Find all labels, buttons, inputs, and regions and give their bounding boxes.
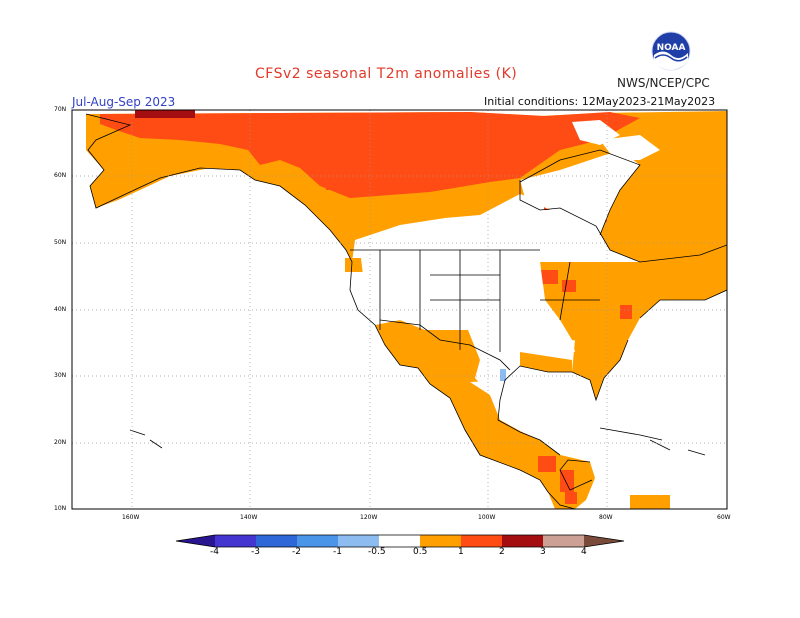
colorbar-segment-3-4 <box>543 535 584 547</box>
colorbar-segment-above-4 <box>584 535 624 547</box>
map-frame <box>71 109 728 510</box>
graticule <box>72 110 727 509</box>
anomaly-region-2-3 <box>135 110 195 118</box>
colorbar-segment-0p5-1 <box>420 535 461 547</box>
lon-label-160w: 160W <box>122 514 140 521</box>
anomaly-region-near-normal <box>360 120 660 420</box>
season-label: Jul-Aug-Sep 2023 <box>72 95 176 109</box>
colorbar-label-2: 2 <box>499 547 505 557</box>
colorbar-label-3: 3 <box>540 547 546 557</box>
colorbar-label-0p5: 0.5 <box>413 547 428 557</box>
lat-label-60n: 60N <box>54 172 67 179</box>
colorbar-segment-2-3 <box>502 535 543 547</box>
lon-label-60w: 60W <box>717 514 731 521</box>
colorbar-label-1: 1 <box>458 547 464 557</box>
coastlines <box>85 113 727 509</box>
anomaly-region-neg-1-0p5 <box>500 369 506 381</box>
lat-label-20n: 20N <box>54 439 67 446</box>
colorbar-segment-4-3 <box>215 535 256 547</box>
lon-label-120w: 120W <box>360 514 378 521</box>
logo-text: NOAA <box>657 43 686 53</box>
colorbar-label-neg2: -2 <box>292 547 301 557</box>
initial-conditions-label: Initial conditions: 12May2023-21May2023 <box>484 95 716 108</box>
colorbar-segment-2-1 <box>297 535 338 547</box>
colorbar-label-neg4: -4 <box>210 547 219 557</box>
lat-label-30n: 30N <box>54 372 67 379</box>
colorbar-label-neg3: -3 <box>251 547 260 557</box>
chart-title: CFSv2 seasonal T2m anomalies (K) <box>255 66 518 82</box>
colorbar-segment-1-0p5 <box>338 535 379 547</box>
colorbar-segment-neutral <box>379 535 420 547</box>
colorbar-label-4: 4 <box>581 547 587 557</box>
colorbar-label-neg0p5: -0.5 <box>368 547 386 557</box>
colorbar-segment-below-4 <box>176 535 215 547</box>
lat-label-50n: 50N <box>54 239 67 246</box>
agency-label: NWS/NCEP/CPC <box>617 76 710 90</box>
colorbar-label-neg1: -1 <box>333 547 342 557</box>
lon-label-80w: 80W <box>599 514 613 521</box>
noaa-logo: NOAA <box>651 31 691 71</box>
colorbar-segment-3-2 <box>256 535 297 547</box>
lon-label-100w: 100W <box>478 514 496 521</box>
colorbar-outline <box>175 534 625 548</box>
lon-label-140w: 140W <box>240 514 258 521</box>
lat-label-40n: 40N <box>54 306 67 313</box>
lat-label-70n: 70N <box>54 106 67 113</box>
colorbar-segment-1-2 <box>461 535 502 547</box>
lat-label-10n: 10N <box>54 505 67 512</box>
